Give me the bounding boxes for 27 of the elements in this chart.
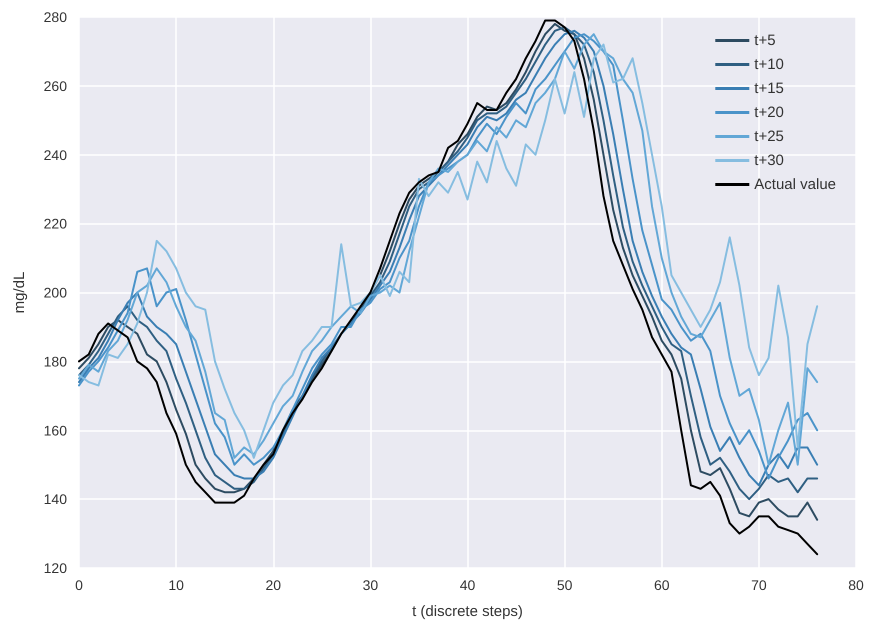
x-tick-label: 10 (168, 577, 184, 593)
x-tick-label: 30 (362, 577, 378, 593)
x-tick-label: 60 (654, 577, 670, 593)
legend-label: t+10 (754, 56, 784, 73)
y-tick-label: 200 (44, 284, 68, 300)
legend-label: t+20 (754, 104, 784, 121)
x-tick-label: 20 (265, 577, 282, 593)
y-tick-label: 220 (44, 216, 68, 232)
legend-label: t+30 (754, 152, 784, 169)
y-tick-label: 120 (44, 560, 68, 576)
y-tick-label: 260 (44, 78, 68, 94)
x-tick-label: 0 (75, 577, 84, 593)
y-tick-label: 280 (44, 9, 68, 25)
y-tick-label: 240 (44, 146, 68, 163)
legend-label: t+5 (754, 32, 776, 49)
x-tick-label: 80 (848, 577, 864, 593)
legend-label: Actual value (754, 176, 836, 193)
legend-label: t+15 (754, 80, 784, 97)
y-axis-title: mg/dL (11, 272, 28, 314)
x-axis-title: t (discrete steps) (412, 603, 523, 620)
y-tick-label: 140 (44, 491, 68, 508)
y-tick-label: 160 (44, 422, 68, 438)
x-tick-label: 70 (751, 577, 767, 593)
x-tick-label: 50 (556, 577, 573, 593)
x-tick-label: 40 (460, 577, 476, 593)
y-tick-label: 180 (44, 353, 68, 370)
legend-label: t+25 (754, 128, 784, 145)
